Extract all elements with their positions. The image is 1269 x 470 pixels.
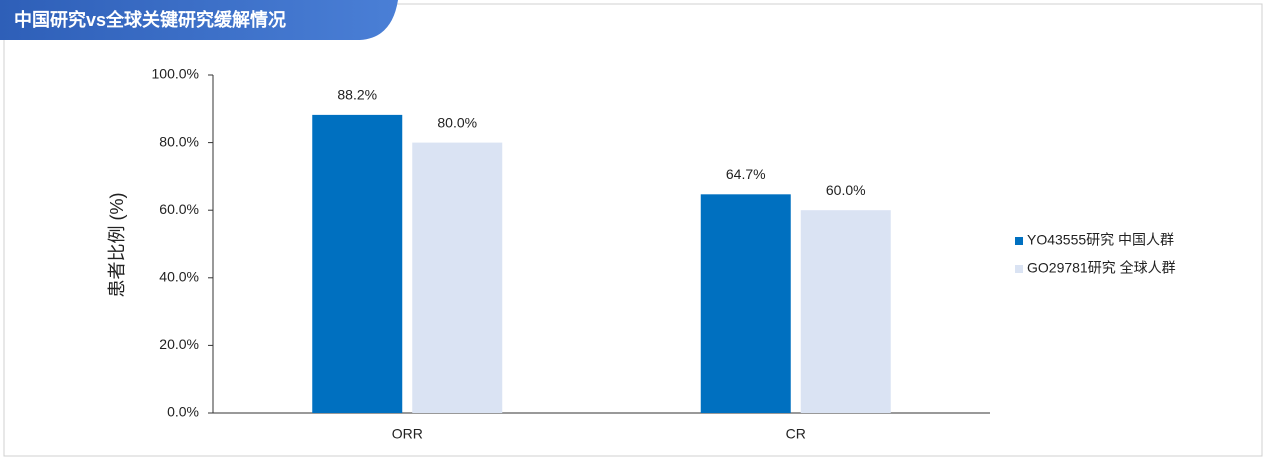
x-tick-label: CR xyxy=(786,426,806,442)
legend-label: YO43555研究 中国人群 xyxy=(1027,232,1174,248)
y-tick-label: 20.0% xyxy=(159,336,199,352)
bar xyxy=(412,142,503,413)
card xyxy=(3,3,1263,457)
value-label: 80.0% xyxy=(437,114,477,130)
legend-label: GO29781研究 全球人群 xyxy=(1027,260,1176,276)
bar xyxy=(800,210,891,413)
bar xyxy=(312,114,403,413)
y-tick-label: 60.0% xyxy=(159,201,199,217)
legend-swatch xyxy=(1015,265,1023,273)
value-label: 64.7% xyxy=(726,166,766,182)
y-tick-label: 80.0% xyxy=(159,133,199,149)
value-label: 88.2% xyxy=(337,87,377,103)
legend-swatch xyxy=(1015,237,1023,245)
y-tick-label: 100.0% xyxy=(152,66,199,82)
y-axis-label: 患者比例 (%) xyxy=(107,193,127,298)
x-tick-label: ORR xyxy=(392,426,423,442)
title-tab xyxy=(0,0,398,40)
y-tick-label: 0.0% xyxy=(167,404,199,420)
chart-title: 中国研究vs全球关键研究缓解情况 xyxy=(14,9,286,30)
bar xyxy=(700,194,791,413)
y-tick-label: 40.0% xyxy=(159,269,199,285)
value-label: 60.0% xyxy=(826,182,866,198)
